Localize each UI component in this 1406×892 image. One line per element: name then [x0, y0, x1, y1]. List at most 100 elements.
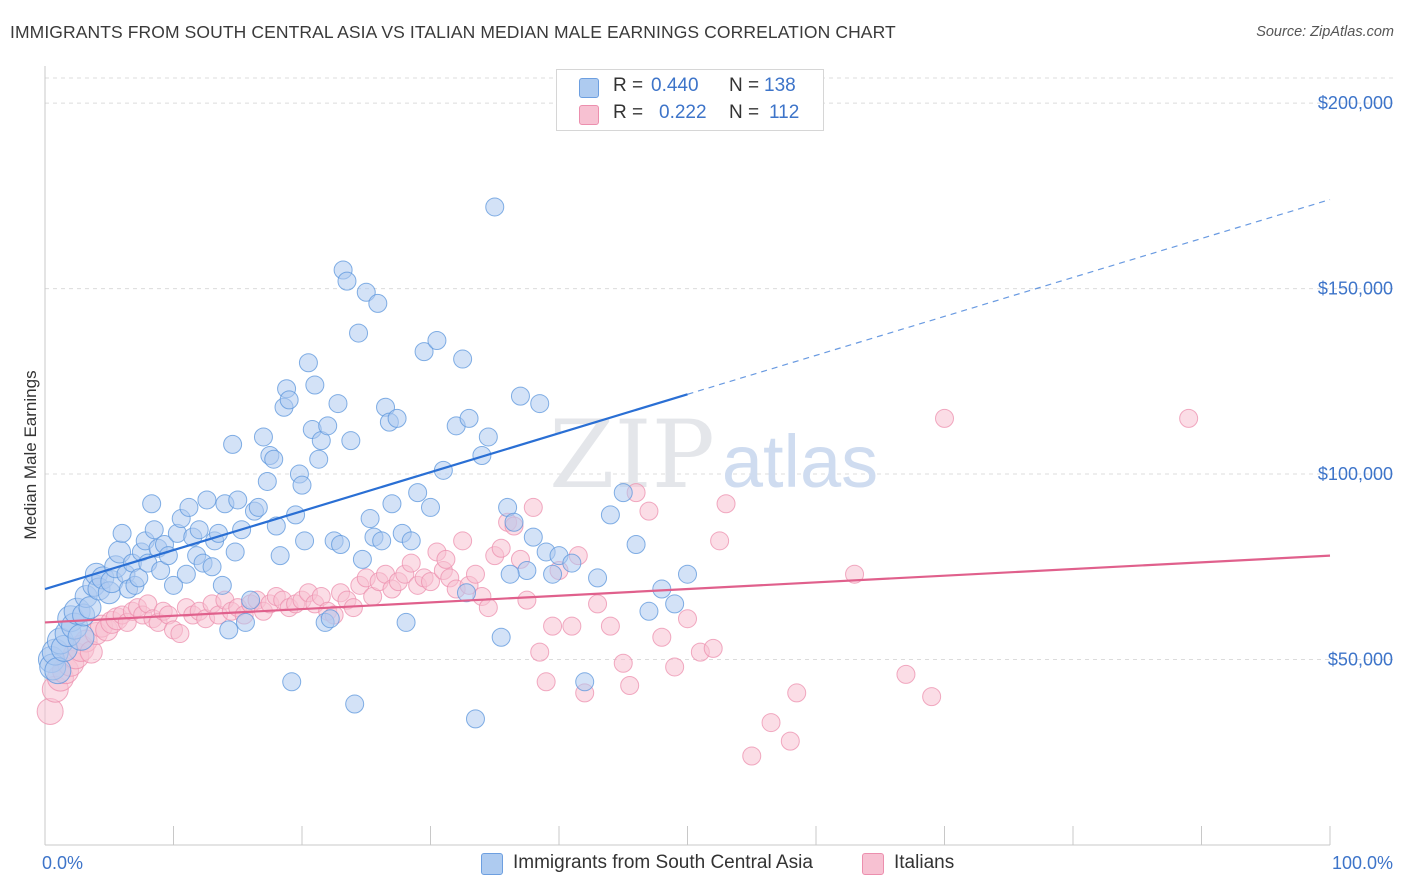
series-legend-label-pink: Italians	[894, 852, 955, 873]
trend-line-south-central-asia	[44, 393, 688, 591]
point-italians	[465, 564, 485, 584]
x-tick-label-left: 0.0%	[42, 853, 83, 873]
point-south-central-asia	[219, 620, 239, 640]
point-italians	[1179, 408, 1199, 428]
point-south-central-asia	[613, 483, 633, 503]
point-south-central-asia	[491, 627, 511, 647]
point-italians	[536, 672, 556, 692]
point-south-central-asia	[248, 497, 268, 517]
point-south-central-asia	[298, 353, 318, 373]
point-south-central-asia	[341, 431, 361, 451]
point-south-central-asia	[588, 568, 608, 588]
point-south-central-asia	[396, 612, 416, 632]
point-south-central-asia	[600, 505, 620, 525]
point-south-central-asia	[318, 416, 338, 436]
legend-n-label: N =	[729, 102, 760, 123]
point-south-central-asia	[562, 553, 582, 573]
point-italians	[453, 531, 473, 551]
point-italians	[703, 638, 723, 658]
point-south-central-asia	[421, 497, 440, 517]
point-south-central-asia	[176, 564, 196, 584]
point-south-central-asia	[179, 497, 199, 517]
series-legend: Immigrants from South Central Asia Itali…	[0, 852, 1406, 878]
point-italians	[678, 609, 697, 629]
point-south-central-asia	[485, 197, 505, 217]
point-italians	[896, 664, 916, 684]
point-italians	[787, 683, 807, 703]
legend-r-label: R =	[613, 75, 644, 96]
legend-swatch-pink	[579, 105, 599, 125]
point-italians	[491, 538, 511, 558]
point-south-central-asia	[500, 564, 520, 584]
point-south-central-asia	[349, 323, 369, 343]
point-south-central-asia	[356, 282, 376, 302]
point-south-central-asia	[414, 342, 434, 362]
watermark-atlas: atlas	[722, 420, 878, 503]
correlation-legend: R = 0.440 N = 138 R = 0.222 N = 112	[556, 69, 824, 131]
point-south-central-asia	[465, 709, 485, 729]
point-south-central-asia	[543, 564, 563, 584]
point-italians	[845, 564, 865, 584]
point-south-central-asia	[352, 549, 372, 569]
trend-line-extension-south-central-asia	[687, 198, 1331, 395]
point-south-central-asia	[144, 520, 164, 540]
point-south-central-asia	[387, 408, 407, 428]
point-south-central-asia	[360, 509, 380, 529]
point-italians	[613, 653, 633, 673]
y-tick-label: $100,000	[1318, 464, 1393, 484]
point-south-central-asia	[401, 531, 421, 551]
point-south-central-asia	[478, 427, 498, 447]
point-south-central-asia	[459, 408, 479, 428]
x-tick-label-right: 100.0%	[1332, 853, 1393, 873]
point-south-central-asia	[510, 386, 530, 406]
point-south-central-asia	[456, 583, 476, 603]
point-south-central-asia	[253, 427, 273, 447]
point-south-central-asia	[235, 612, 255, 632]
point-south-central-asia	[368, 293, 388, 313]
point-south-central-asia	[279, 390, 299, 410]
point-south-central-asia	[337, 271, 357, 291]
series-south-central-asia	[37, 197, 697, 729]
point-south-central-asia	[228, 490, 248, 510]
point-south-central-asia	[223, 434, 243, 454]
point-italians	[478, 598, 498, 618]
point-italians	[716, 494, 736, 514]
point-south-central-asia	[309, 449, 329, 469]
point-south-central-asia	[208, 523, 228, 543]
series-legend-label-blue: Immigrants from South Central Asia	[513, 852, 813, 873]
y-tick-label: $150,000	[1318, 279, 1393, 299]
point-south-central-asia	[453, 349, 473, 369]
point-south-central-asia	[67, 623, 95, 651]
point-south-central-asia	[142, 494, 162, 514]
point-italians	[620, 675, 640, 695]
point-italians	[780, 731, 800, 751]
legend-n-label: N =	[729, 75, 760, 96]
point-italians	[436, 549, 456, 569]
point-italians	[517, 590, 537, 610]
point-south-central-asia	[345, 694, 365, 714]
grid-lines	[45, 77, 1395, 661]
x-tick-labels: 0.0% 100.0%	[42, 853, 1393, 873]
point-italians	[652, 627, 672, 647]
point-south-central-asia	[78, 596, 102, 620]
point-south-central-asia	[202, 557, 222, 577]
point-south-central-asia	[295, 531, 315, 551]
point-south-central-asia	[504, 512, 524, 532]
trend-lines	[44, 198, 1331, 624]
point-south-central-asia	[112, 523, 132, 543]
legend-n-value-pink: 112	[769, 102, 800, 123]
point-south-central-asia	[266, 516, 286, 536]
point-italians	[922, 687, 942, 707]
chart-source: Source: ZipAtlas.com	[1256, 24, 1394, 40]
point-south-central-asia	[257, 471, 277, 491]
point-south-central-asia	[408, 483, 428, 503]
point-south-central-asia	[320, 609, 340, 629]
point-italians	[421, 572, 440, 592]
point-italians	[600, 616, 620, 636]
legend-r-label: R =	[613, 102, 644, 123]
y-tick-label: $50,000	[1328, 650, 1393, 670]
point-italians	[639, 501, 659, 521]
series-legend-swatch-pink	[862, 853, 884, 875]
point-south-central-asia	[665, 594, 685, 614]
